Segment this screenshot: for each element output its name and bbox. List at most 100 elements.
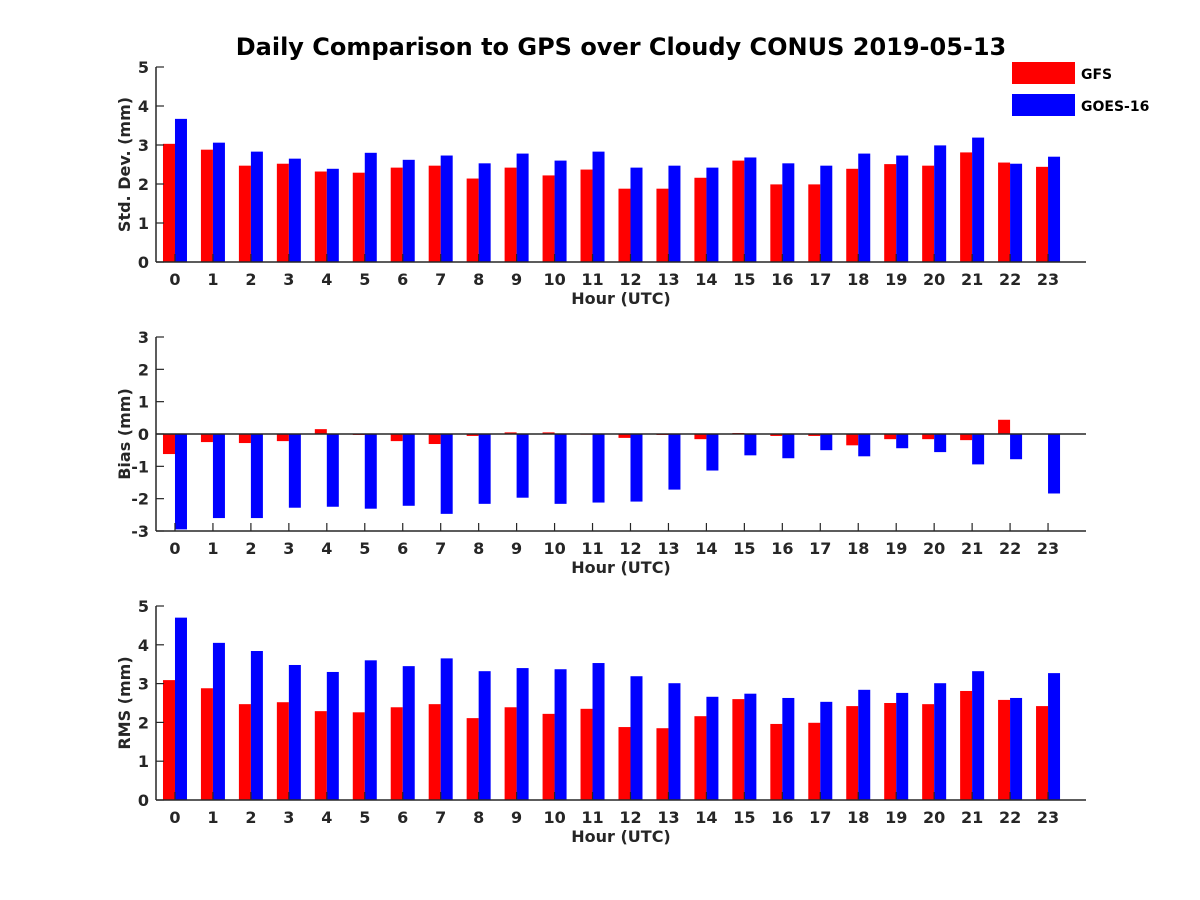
bar-goes-16-hour-9 — [516, 153, 529, 262]
bar-gfs-hour-1 — [200, 434, 213, 443]
bar-goes-16-hour-5 — [364, 660, 377, 800]
x-tick-label: 5 — [359, 808, 370, 827]
x-tick-label: 14 — [695, 808, 717, 827]
bar-gfs-hour-2 — [238, 165, 251, 262]
x-tick-label: 23 — [1037, 808, 1059, 827]
y-tick-label: 1 — [138, 393, 149, 412]
bar-goes-16-hour-17 — [820, 434, 833, 451]
x-tick-label: 22 — [999, 539, 1021, 558]
bar-gfs-hour-14 — [694, 177, 707, 262]
bar-goes-16-hour-2 — [250, 651, 263, 800]
y-tick-label: 3 — [138, 328, 149, 347]
x-tick-label: 8 — [473, 539, 484, 558]
x-tick-label: 21 — [961, 808, 983, 827]
bar-goes-16-hour-5 — [364, 152, 377, 262]
bar-goes-16-hour-7 — [440, 658, 453, 800]
bar-goes-16-hour-23 — [1048, 434, 1061, 494]
x-tick-label: 13 — [657, 808, 679, 827]
x-tick-label: 12 — [619, 808, 641, 827]
x-tick-label: 7 — [435, 808, 446, 827]
x-tick-label: 11 — [581, 270, 603, 289]
bar-goes-16-hour-1 — [212, 142, 225, 262]
x-tick-label: 4 — [321, 808, 332, 827]
bar-gfs-hour-21 — [960, 152, 973, 262]
bar-gfs-hour-11 — [580, 708, 593, 800]
x-tick-label: 0 — [169, 270, 180, 289]
bar-goes-16-hour-21 — [972, 137, 985, 262]
bar-goes-16-hour-19 — [896, 155, 909, 262]
bar-gfs-hour-4 — [314, 711, 327, 800]
x-tick-label: 0 — [169, 808, 180, 827]
bar-goes-16-hour-15 — [744, 693, 757, 800]
bar-goes-16-hour-2 — [250, 434, 263, 519]
y-tick-label: 0 — [138, 425, 149, 444]
bar-goes-16-hour-22 — [1010, 434, 1023, 460]
bar-goes-16-hour-21 — [972, 434, 985, 465]
bar-gfs-hour-15 — [732, 160, 745, 262]
x-tick-label: 21 — [961, 539, 983, 558]
bar-goes-16-hour-0 — [174, 434, 187, 530]
bar-goes-16-hour-10 — [554, 669, 567, 800]
bar-gfs-hour-2 — [238, 704, 251, 800]
bar-gfs-hour-1 — [200, 149, 213, 262]
legend-label-gfs: GFS — [1081, 67, 1112, 83]
bar-goes-16-hour-6 — [402, 666, 415, 800]
bar-gfs-hour-0 — [162, 143, 175, 262]
y-tick-label: 4 — [138, 97, 149, 116]
bar-goes-16-hour-22 — [1010, 163, 1023, 262]
x-tick-label: 12 — [619, 270, 641, 289]
x-tick-label: 10 — [543, 270, 565, 289]
bar-goes-16-hour-4 — [326, 434, 339, 507]
x-tick-label: 9 — [511, 808, 522, 827]
bar-gfs-hour-2 — [238, 434, 251, 444]
bar-gfs-hour-23 — [1036, 706, 1049, 800]
x-tick-label: 7 — [435, 539, 446, 558]
bar-gfs-hour-9 — [504, 432, 517, 434]
bar-gfs-hour-10 — [542, 713, 555, 800]
x-tick-label: 6 — [397, 539, 408, 558]
bar-goes-16-hour-10 — [554, 434, 567, 504]
bar-goes-16-hour-3 — [288, 158, 301, 262]
x-tick-label: 2 — [245, 539, 256, 558]
bar-goes-16-hour-19 — [896, 692, 909, 800]
x-tick-label: 1 — [207, 539, 218, 558]
bar-goes-16-hour-8 — [478, 434, 491, 504]
x-tick-label: 8 — [473, 808, 484, 827]
bar-goes-16-hour-11 — [592, 663, 605, 800]
bar-goes-16-hour-13 — [668, 683, 681, 800]
bar-goes-16-hour-21 — [972, 671, 985, 800]
x-tick-label: 15 — [733, 539, 755, 558]
bar-goes-16-hour-13 — [668, 165, 681, 262]
bar-goes-16-hour-11 — [592, 151, 605, 262]
bar-goes-16-hour-16 — [782, 434, 795, 459]
bar-goes-16-hour-10 — [554, 160, 567, 262]
bar-gfs-hour-22 — [998, 162, 1011, 262]
bar-goes-16-hour-4 — [326, 168, 339, 262]
x-tick-label: 4 — [321, 539, 332, 558]
bar-goes-16-hour-5 — [364, 434, 377, 509]
bar-gfs-hour-3 — [276, 702, 289, 800]
bar-gfs-hour-0 — [162, 434, 175, 455]
x-tick-label: 18 — [847, 539, 869, 558]
x-tick-label: 3 — [283, 808, 294, 827]
x-tick-label: 23 — [1037, 539, 1059, 558]
x-tick-label: 11 — [581, 539, 603, 558]
x-tick-label: 6 — [397, 808, 408, 827]
y-tick-label: 0 — [138, 791, 149, 810]
x-tick-label: 16 — [771, 539, 793, 558]
bar-gfs-hour-8 — [466, 434, 479, 436]
bar-goes-16-hour-14 — [706, 434, 719, 471]
bar-gfs-hour-16 — [770, 723, 783, 800]
x-tick-label: 4 — [321, 270, 332, 289]
x-tick-label: 7 — [435, 270, 446, 289]
bar-gfs-hour-19 — [884, 164, 897, 262]
x-tick-label: 8 — [473, 270, 484, 289]
bar-gfs-hour-14 — [694, 716, 707, 800]
bar-goes-16-hour-8 — [478, 163, 491, 262]
bar-gfs-hour-6 — [390, 707, 403, 800]
y-tick-label: 2 — [138, 360, 149, 379]
bar-gfs-hour-9 — [504, 167, 517, 262]
y-tick-label: 3 — [138, 675, 149, 694]
